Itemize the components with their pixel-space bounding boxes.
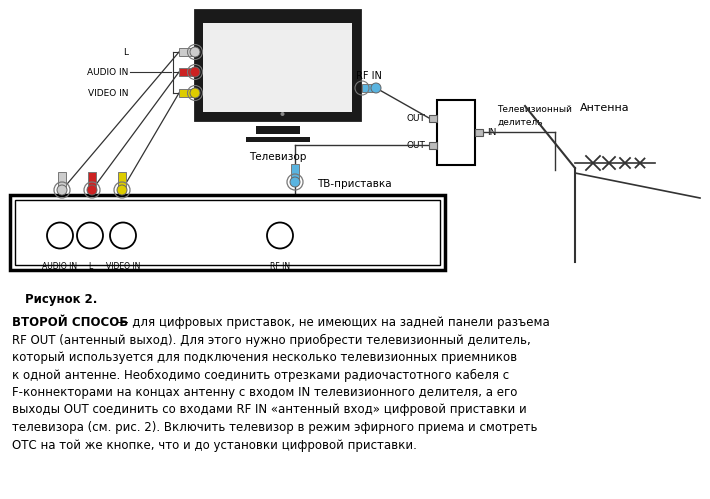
Text: L: L xyxy=(88,262,92,271)
Circle shape xyxy=(77,223,103,249)
Text: Рисунок 2.: Рисунок 2. xyxy=(25,293,97,306)
Circle shape xyxy=(117,185,127,195)
Text: IN: IN xyxy=(487,128,496,137)
Text: AUDIO IN: AUDIO IN xyxy=(87,67,128,76)
Bar xyxy=(203,23,352,112)
Bar xyxy=(437,100,475,165)
Bar xyxy=(15,200,440,265)
Bar xyxy=(118,172,126,188)
Text: ТВ-приставка: ТВ-приставка xyxy=(317,179,392,189)
Text: который используется для подключения несколько телевизионных приемников: который используется для подключения нес… xyxy=(12,351,517,364)
Circle shape xyxy=(57,185,67,195)
Text: RF IN: RF IN xyxy=(270,262,290,271)
Bar xyxy=(195,10,360,120)
Bar xyxy=(179,68,195,76)
Text: — для цифровых приставок, не имеющих на задней панели разъема: — для цифровых приставок, не имеющих на … xyxy=(113,316,550,329)
Circle shape xyxy=(190,88,200,98)
Bar xyxy=(246,137,310,142)
Text: Телевизионный: Телевизионный xyxy=(497,105,572,114)
Bar xyxy=(10,195,445,270)
Text: OUT: OUT xyxy=(406,141,425,150)
Text: телевизора (см. рис. 2). Включить телевизор в режим эфирного приема и смотреть: телевизора (см. рис. 2). Включить телеви… xyxy=(12,421,537,434)
Text: OUT: OUT xyxy=(406,113,425,122)
Bar xyxy=(429,142,437,149)
Circle shape xyxy=(47,223,73,249)
Text: AUDIO IN: AUDIO IN xyxy=(43,262,77,271)
Bar xyxy=(179,89,195,97)
Text: RF OUT (антенный выход). Для этого нужно приобрести телевизионный делитель,: RF OUT (антенный выход). Для этого нужно… xyxy=(12,333,531,347)
Circle shape xyxy=(371,83,381,93)
Circle shape xyxy=(290,177,300,187)
Bar xyxy=(362,84,376,92)
Text: к одной антенне. Необходимо соединить отрезками радиочастотного кабеля с: к одной антенне. Необходимо соединить от… xyxy=(12,368,509,382)
Circle shape xyxy=(190,67,200,77)
Text: ВТОРОЙ СПОСОБ: ВТОРОЙ СПОСОБ xyxy=(12,316,129,329)
Text: Телевизор: Телевизор xyxy=(248,152,306,162)
Text: L: L xyxy=(123,47,128,56)
Text: RF IN: RF IN xyxy=(356,71,382,81)
Bar xyxy=(475,129,483,136)
Circle shape xyxy=(110,223,136,249)
Bar xyxy=(256,126,300,134)
Bar xyxy=(179,48,195,56)
Text: F-коннекторами на концах антенну с входом IN телевизионного делителя, а его: F-коннекторами на концах антенну с входо… xyxy=(12,386,518,399)
Circle shape xyxy=(87,185,97,195)
Bar xyxy=(429,115,437,122)
Text: VIDEO IN: VIDEO IN xyxy=(106,262,140,271)
Circle shape xyxy=(280,112,285,116)
Text: VIDEO IN: VIDEO IN xyxy=(87,88,128,97)
Text: ОТС на той же кнопке, что и до установки цифровой приставки.: ОТС на той же кнопке, что и до установки… xyxy=(12,439,417,452)
Circle shape xyxy=(267,223,293,249)
Bar xyxy=(88,172,96,188)
Text: делитель: делитель xyxy=(497,118,542,127)
Circle shape xyxy=(190,47,200,57)
Text: Антенна: Антенна xyxy=(580,103,630,113)
Text: выходы OUT соединить со входами RF IN «антенный вход» цифровой приставки и: выходы OUT соединить со входами RF IN «а… xyxy=(12,404,527,417)
Bar xyxy=(291,164,299,180)
Bar xyxy=(58,172,66,188)
